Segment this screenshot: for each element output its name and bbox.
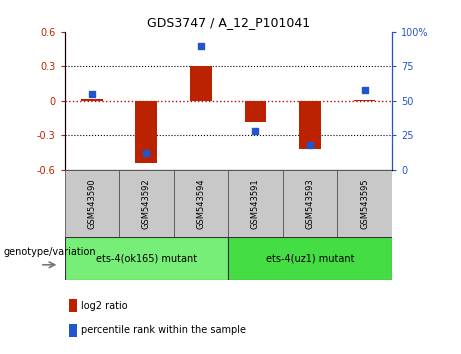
Bar bbox=[190, 67, 212, 101]
Bar bbox=[136, 101, 157, 163]
Text: GSM543594: GSM543594 bbox=[196, 178, 206, 229]
Bar bbox=[69, 299, 77, 312]
Bar bbox=[337, 170, 392, 237]
Bar bbox=[119, 170, 174, 237]
Bar bbox=[81, 98, 103, 101]
Text: GSM543590: GSM543590 bbox=[87, 178, 96, 229]
Bar bbox=[299, 101, 321, 149]
Text: GSM543591: GSM543591 bbox=[251, 178, 260, 229]
Text: GSM543593: GSM543593 bbox=[306, 178, 314, 229]
Title: GDS3747 / A_12_P101041: GDS3747 / A_12_P101041 bbox=[147, 16, 310, 29]
Bar bbox=[65, 237, 228, 280]
Bar bbox=[65, 170, 119, 237]
Text: ets-4(ok165) mutant: ets-4(ok165) mutant bbox=[96, 253, 197, 263]
Bar bbox=[354, 100, 375, 101]
Text: percentile rank within the sample: percentile rank within the sample bbox=[81, 325, 246, 336]
Text: GSM543595: GSM543595 bbox=[360, 178, 369, 229]
Bar bbox=[228, 237, 392, 280]
Text: ets-4(uz1) mutant: ets-4(uz1) mutant bbox=[266, 253, 354, 263]
Bar bbox=[69, 324, 77, 337]
Bar bbox=[228, 170, 283, 237]
Point bbox=[142, 150, 150, 156]
Text: genotype/variation: genotype/variation bbox=[3, 247, 96, 257]
Bar bbox=[174, 170, 228, 237]
Point bbox=[306, 142, 313, 148]
Point bbox=[252, 129, 259, 134]
Text: GSM543592: GSM543592 bbox=[142, 178, 151, 229]
Text: log2 ratio: log2 ratio bbox=[81, 301, 127, 310]
Bar bbox=[244, 101, 266, 122]
Point bbox=[361, 87, 368, 93]
Point bbox=[197, 43, 205, 48]
Point bbox=[88, 91, 95, 97]
Bar bbox=[283, 170, 337, 237]
